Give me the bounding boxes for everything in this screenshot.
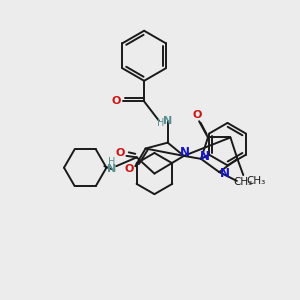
Text: H: H [108,157,116,167]
Text: N: N [179,146,190,159]
Text: O: O [112,96,121,106]
Text: O: O [115,148,125,158]
Text: O: O [192,110,201,120]
Text: N: N [220,167,230,180]
Text: O: O [125,164,134,174]
Text: H: H [157,118,164,128]
Text: N: N [107,164,116,174]
Text: N: N [200,150,209,163]
Text: CH₃: CH₃ [246,176,266,186]
Text: N: N [163,116,172,126]
Text: CH₃: CH₃ [234,177,253,188]
